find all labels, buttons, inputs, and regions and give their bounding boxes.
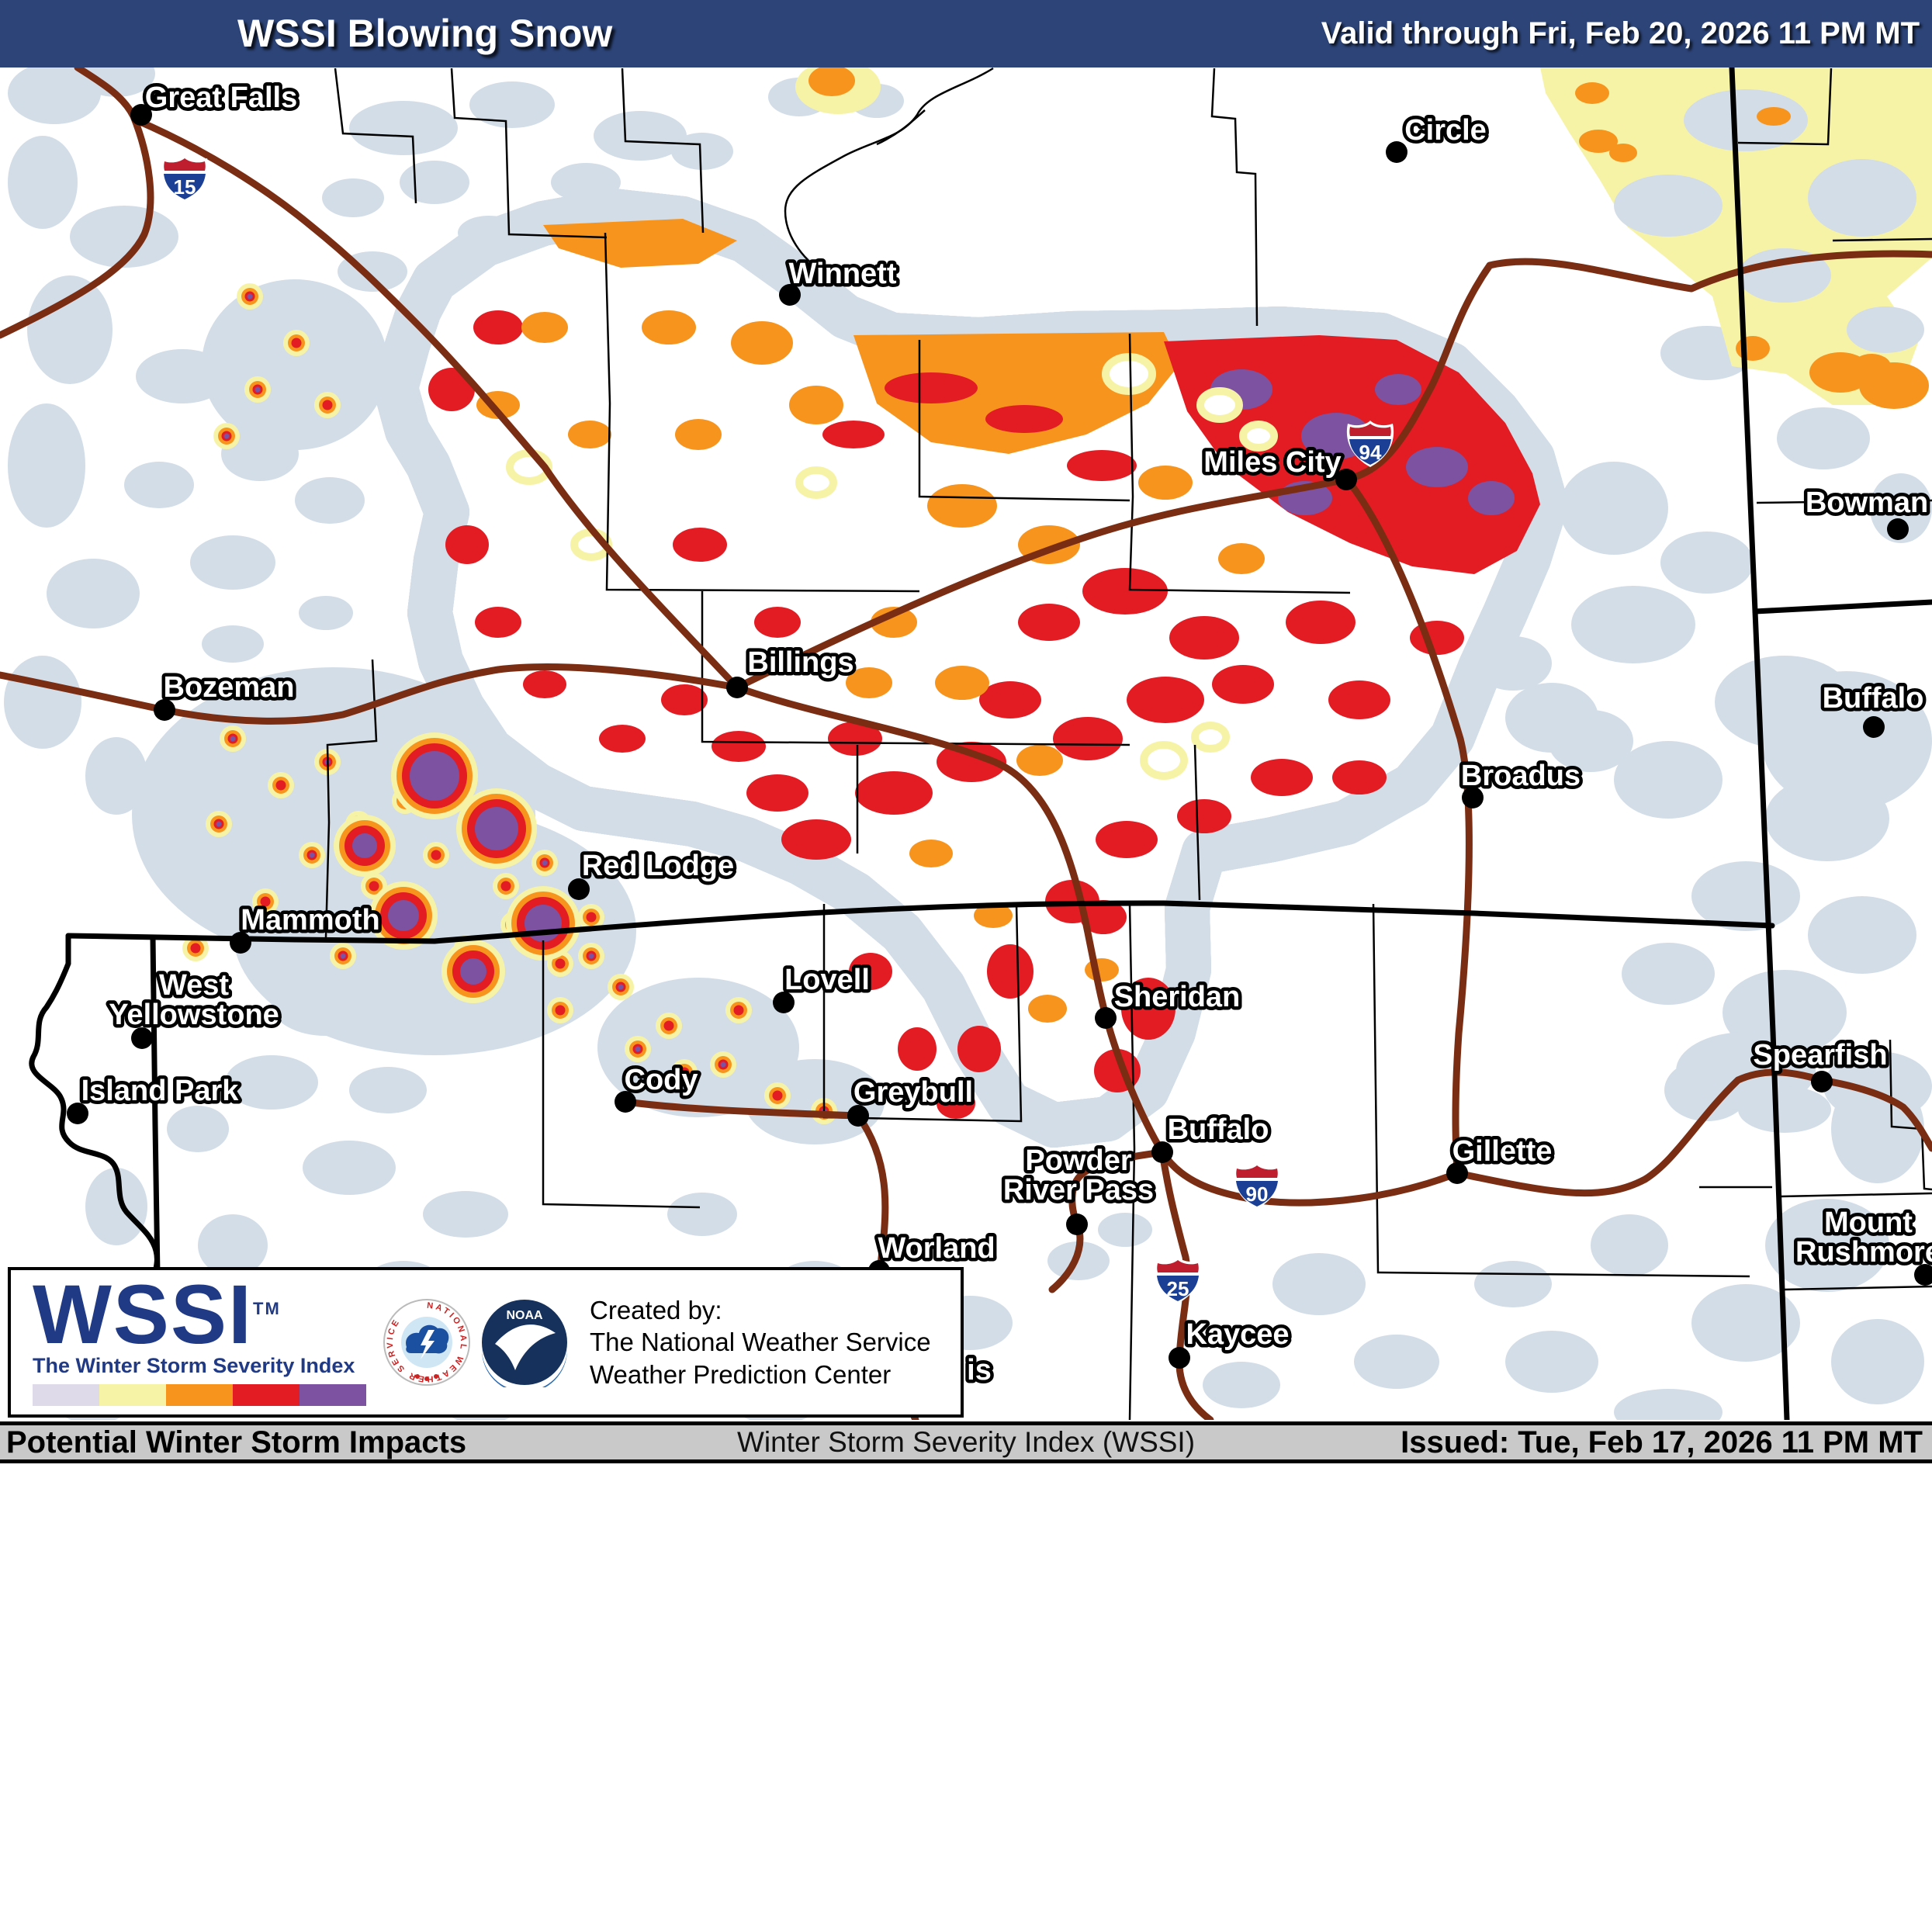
city-dot-buffalo-sd: [1863, 716, 1885, 738]
city-dot-red-lodge: [568, 878, 590, 900]
created-by-text: Created by: The National Weather Service…: [590, 1296, 931, 1389]
city-dot-circle: [1386, 141, 1407, 163]
winter-weather-area-blobs: [4, 50, 1932, 1420]
noaa-label: NOAA: [506, 1309, 543, 1322]
moderate-impact-mottle: [476, 310, 1265, 1023]
city-label-buffalo-sd: Buffalo: [1823, 682, 1924, 715]
city-label-cody: Cody: [625, 1064, 698, 1096]
city-label-bowman: Bowman: [1806, 486, 1928, 519]
interstate-94-shield: 94: [1346, 421, 1394, 467]
city-dot-greybull: [847, 1105, 869, 1127]
wssi-scale-step-0: [33, 1384, 99, 1407]
city-label-mammoth: Mammoth: [241, 904, 379, 937]
city-label-buffalo-wy: Buffalo: [1168, 1113, 1269, 1146]
city-dot-kaycee: [1169, 1347, 1190, 1369]
city-label-great-falls: Great Falls: [145, 81, 297, 114]
city-label-lovell: Lovell: [784, 964, 870, 996]
svg-text:90: 90: [1246, 1182, 1269, 1206]
city-label-bozeman: Bozeman: [164, 671, 295, 704]
noaa-seal-icon: NOAA: [482, 1300, 567, 1387]
header-bar: WSSI Blowing Snow Valid through Fri, Feb…: [0, 0, 1932, 68]
city-label-broadus: Broadus: [1461, 760, 1581, 792]
city-label-spearfish: Spearfish: [1753, 1039, 1887, 1072]
nws-seal-icon: NATIONAL WEATHER SERVICE: [383, 1299, 470, 1386]
city-dot-lovell: [773, 992, 795, 1013]
wssi-tagline: The Winter Storm Severity Index: [33, 1354, 355, 1378]
city-dot-mount-rushmore: [1914, 1264, 1932, 1286]
city-dot-winnett: [779, 284, 801, 306]
city-dot-buffalo-wy: [1151, 1141, 1173, 1163]
status-bar-center-title: Winter Storm Severity Index (WSSI): [736, 1426, 1196, 1458]
impact-map: 15 94 90 25 Great Falls Circle Winnett Miles C…: [0, 50, 1932, 1420]
status-bar: Potential Winter Storm Impacts Winter St…: [0, 1421, 1932, 1463]
city-dot-island-park: [67, 1103, 88, 1124]
moderate-impact-band: [543, 219, 1179, 454]
city-dot-west-yellowstone: [131, 1027, 153, 1049]
city-dot-spearfish: [1811, 1071, 1833, 1092]
city-label-gillette: Gillette: [1452, 1135, 1553, 1168]
trademark-mark: TM: [253, 1298, 281, 1318]
svg-text:25: 25: [1167, 1277, 1189, 1300]
interstate-25-shield: 25: [1154, 1257, 1202, 1304]
mountain-impact-speckles: [182, 283, 837, 1124]
wssi-scale-step-3: [233, 1384, 299, 1407]
city-dot-broadus: [1462, 787, 1484, 808]
svg-text:94: 94: [1359, 441, 1382, 464]
wssi-scale-step-1: [99, 1384, 166, 1407]
wssi-logo: WSSITM The Winter Storm Severity Index: [11, 1272, 382, 1407]
city-label-red-lodge: Red Lodge: [582, 850, 734, 882]
city-label-mount-rushmore: Mount Rushmore: [1795, 1207, 1932, 1269]
major-impact-mottle: [428, 310, 1464, 1119]
interstate-90-shield: 90: [1233, 1162, 1281, 1209]
city-dot-billings: [726, 677, 748, 698]
minor-impact-patch-north: [768, 60, 904, 118]
interstate-shields: 15 94 90 25: [161, 155, 1394, 1304]
city-label-greybull: Greybull: [853, 1076, 973, 1109]
wssi-color-scale: [33, 1384, 382, 1407]
city-label-kaycee: Kaycee: [1186, 1318, 1289, 1351]
city-dot-great-falls: [130, 104, 152, 126]
city-label-circle: Circle: [1404, 114, 1487, 147]
interstate-15-shield: 15: [161, 155, 209, 202]
city-markers: Great Falls Circle Winnett Miles City Bowman…: [67, 78, 1932, 1390]
wssi-scale-step-2: [166, 1384, 233, 1407]
city-label-miles-city: Miles City: [1203, 446, 1341, 479]
valid-through-text: Valid through Fri, Feb 20, 2026 11 PM MT: [1321, 16, 1920, 50]
city-dot-cody: [615, 1091, 636, 1113]
city-label-powder-river-pass: Powder River Pass: [1003, 1144, 1154, 1207]
city-dot-gillette: [1446, 1162, 1468, 1184]
city-label-winnett: Winnett: [789, 258, 897, 290]
city-dot-sheridan: [1095, 1007, 1117, 1029]
city-label-thermopolis-partial: is: [967, 1354, 992, 1387]
city-label-west-yellowstone: West Yellowstone: [109, 969, 279, 1031]
state-boundaries: [29, 64, 1932, 1420]
status-bar-left-title: Potential Winter Storm Impacts: [6, 1425, 467, 1459]
wssi-logo-box: WSSITM The Winter Storm Severity Index N…: [8, 1267, 964, 1418]
city-label-billings: Billings: [747, 646, 853, 679]
city-dot-bozeman: [154, 699, 175, 721]
city-dot-bowman: [1887, 518, 1909, 540]
svg-text:15: 15: [174, 175, 196, 199]
major-impact-mass-miles-city: [1164, 335, 1540, 574]
city-dot-mammoth: [230, 932, 251, 954]
wssi-scale-step-4: [299, 1384, 366, 1407]
city-label-island-park: Island Park: [81, 1075, 240, 1107]
page-title: WSSI Blowing Snow: [237, 12, 613, 55]
county-boundaries: [324, 67, 1932, 1420]
city-dot-miles-city: [1335, 469, 1357, 490]
issued-text: Issued: Tue, Feb 17, 2026 11 PM MT: [1401, 1425, 1923, 1459]
highways-roads: [0, 64, 1932, 1420]
city-dot-powder-river-pass: [1066, 1214, 1088, 1235]
city-label-worland: Worland: [878, 1232, 995, 1265]
city-label-sheridan: Sheridan: [1114, 981, 1241, 1013]
wssi-acronym: WSSI: [33, 1266, 254, 1361]
